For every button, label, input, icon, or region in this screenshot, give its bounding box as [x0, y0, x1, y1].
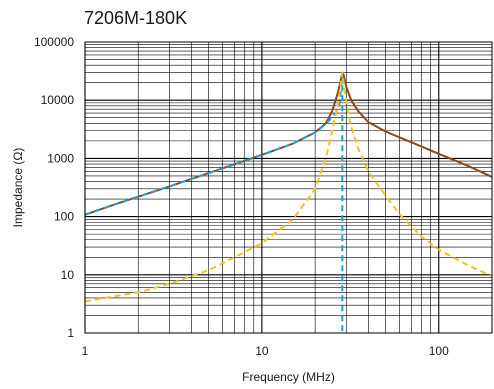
- series-line-3: [84, 71, 493, 303]
- chart-title: 7206M-180K: [84, 8, 188, 28]
- series-layer: [84, 71, 493, 333]
- plot-frame: [84, 41, 493, 334]
- y-tick-label: 1000: [47, 151, 74, 165]
- grid-minor-x: [137, 42, 431, 333]
- y-tick-label: 100: [54, 210, 74, 224]
- y-tick-labels: 1 10 100 1000 10000 100000: [34, 35, 74, 340]
- x-tick-label: 100: [429, 344, 449, 358]
- x-tick-labels: 1 10 100: [82, 344, 449, 358]
- grid-minor-y: [85, 44, 492, 316]
- x-axis-label: Frequency (MHz): [242, 370, 335, 384]
- x-tick-label: 10: [255, 344, 269, 358]
- y-tick-label: 10000: [41, 93, 75, 107]
- y-tick-label: 1: [67, 326, 74, 340]
- plot-area: [85, 42, 492, 333]
- y-tick-label: 10: [61, 268, 75, 282]
- y-tick-label: 100000: [34, 35, 74, 49]
- y-axis-label: Impedance (Ω): [11, 148, 25, 228]
- x-tick-label: 1: [82, 344, 89, 358]
